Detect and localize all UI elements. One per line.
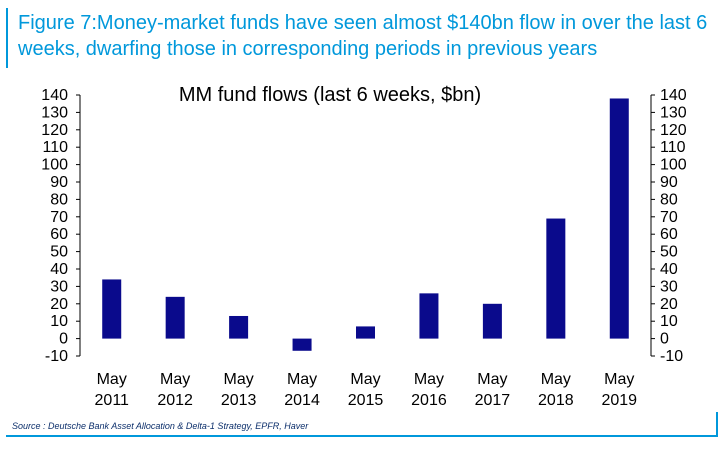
x-tick-label-month: May [160, 371, 190, 388]
left-y-tick-label: 100 [41, 157, 68, 174]
x-tick-label-year: 2011 [95, 392, 130, 409]
x-tick-label-month: May [350, 371, 380, 388]
chart-title: MM fund flows (last 6 weeks, $bn) [179, 84, 481, 106]
left-y-tick-label: 70 [50, 209, 68, 226]
left-y-tick-label: 80 [50, 191, 68, 208]
bar [229, 315, 249, 339]
x-tick-label-month: May [287, 371, 317, 388]
left-y-tick-label: 0 [59, 331, 68, 348]
figure-caption-box: Figure 7:Money-market funds have seen al… [6, 8, 718, 68]
x-tick-label-month: May [541, 371, 571, 388]
x-tick-label-month: May [414, 371, 444, 388]
bar [546, 218, 566, 339]
bar [419, 293, 439, 339]
right-y-tick-label: 90 [660, 174, 678, 191]
right-y-tick-label: -10 [660, 348, 683, 365]
right-y-tick-label: 50 [660, 244, 678, 261]
x-tick-label-month: May [477, 371, 507, 388]
x-tick-label-year: 2013 [221, 392, 257, 409]
right-y-tick-label: 60 [660, 226, 678, 243]
right-y-tick-label: 0 [660, 331, 669, 348]
right-y-tick-label: 120 [660, 122, 687, 139]
left-y-tick-label: 110 [42, 139, 68, 156]
left-y-tick-label: 20 [50, 296, 68, 313]
right-y-tick-label: 140 [660, 87, 687, 104]
right-y-tick-label: 70 [660, 209, 678, 226]
bottom-rule [6, 435, 718, 437]
bar [609, 98, 629, 339]
x-tick-label-year: 2012 [157, 392, 193, 409]
bar [165, 296, 185, 339]
left-y-tick-label: 130 [41, 104, 68, 121]
bar [292, 338, 312, 351]
x-tick-label-month: May [604, 371, 634, 388]
left-y-tick-label: 60 [50, 226, 68, 243]
x-tick-label-year: 2017 [475, 392, 511, 409]
left-y-tick-label: 90 [50, 174, 68, 191]
right-y-tick-label: 80 [660, 191, 678, 208]
left-y-tick-label: 120 [41, 122, 68, 139]
x-tick-label-year: 2014 [284, 392, 320, 409]
x-tick-label-year: 2019 [601, 392, 637, 409]
x-tick-label-month: May [223, 371, 253, 388]
x-tick-label-year: 2016 [411, 392, 447, 409]
bottom-right-rule [716, 412, 718, 437]
source-note: Source : Deutsche Bank Asset Allocation … [12, 421, 309, 431]
x-tick-label-year: 2018 [538, 392, 574, 409]
right-y-tick-label: 100 [660, 157, 687, 174]
caption-line-2: weeks, dwarfing those in corresponding p… [18, 38, 598, 60]
figure-caption: Figure 7:Money-market funds have seen al… [18, 10, 718, 62]
caption-line-1: Figure 7:Money-market funds have seen al… [18, 12, 708, 34]
left-y-tick-label: 40 [50, 261, 68, 278]
bar [482, 303, 502, 339]
bar [356, 326, 375, 339]
right-y-tick-label: 10 [660, 313, 678, 330]
left-y-tick-label: 30 [50, 278, 68, 295]
right-y-tick-label: 130 [660, 104, 687, 121]
right-y-tick-label: 30 [660, 278, 678, 295]
left-y-tick-label: 140 [41, 87, 68, 104]
x-tick-label-year: 2015 [348, 392, 384, 409]
bar [102, 279, 122, 339]
right-y-tick-label: 40 [660, 261, 678, 278]
left-y-tick-label: 10 [50, 313, 68, 330]
left-y-tick-label: -10 [45, 348, 68, 365]
right-y-tick-label: 110 [660, 139, 686, 156]
right-y-tick-label: 20 [660, 296, 678, 313]
x-tick-label-month: May [97, 371, 127, 388]
left-y-tick-label: 50 [50, 244, 68, 261]
